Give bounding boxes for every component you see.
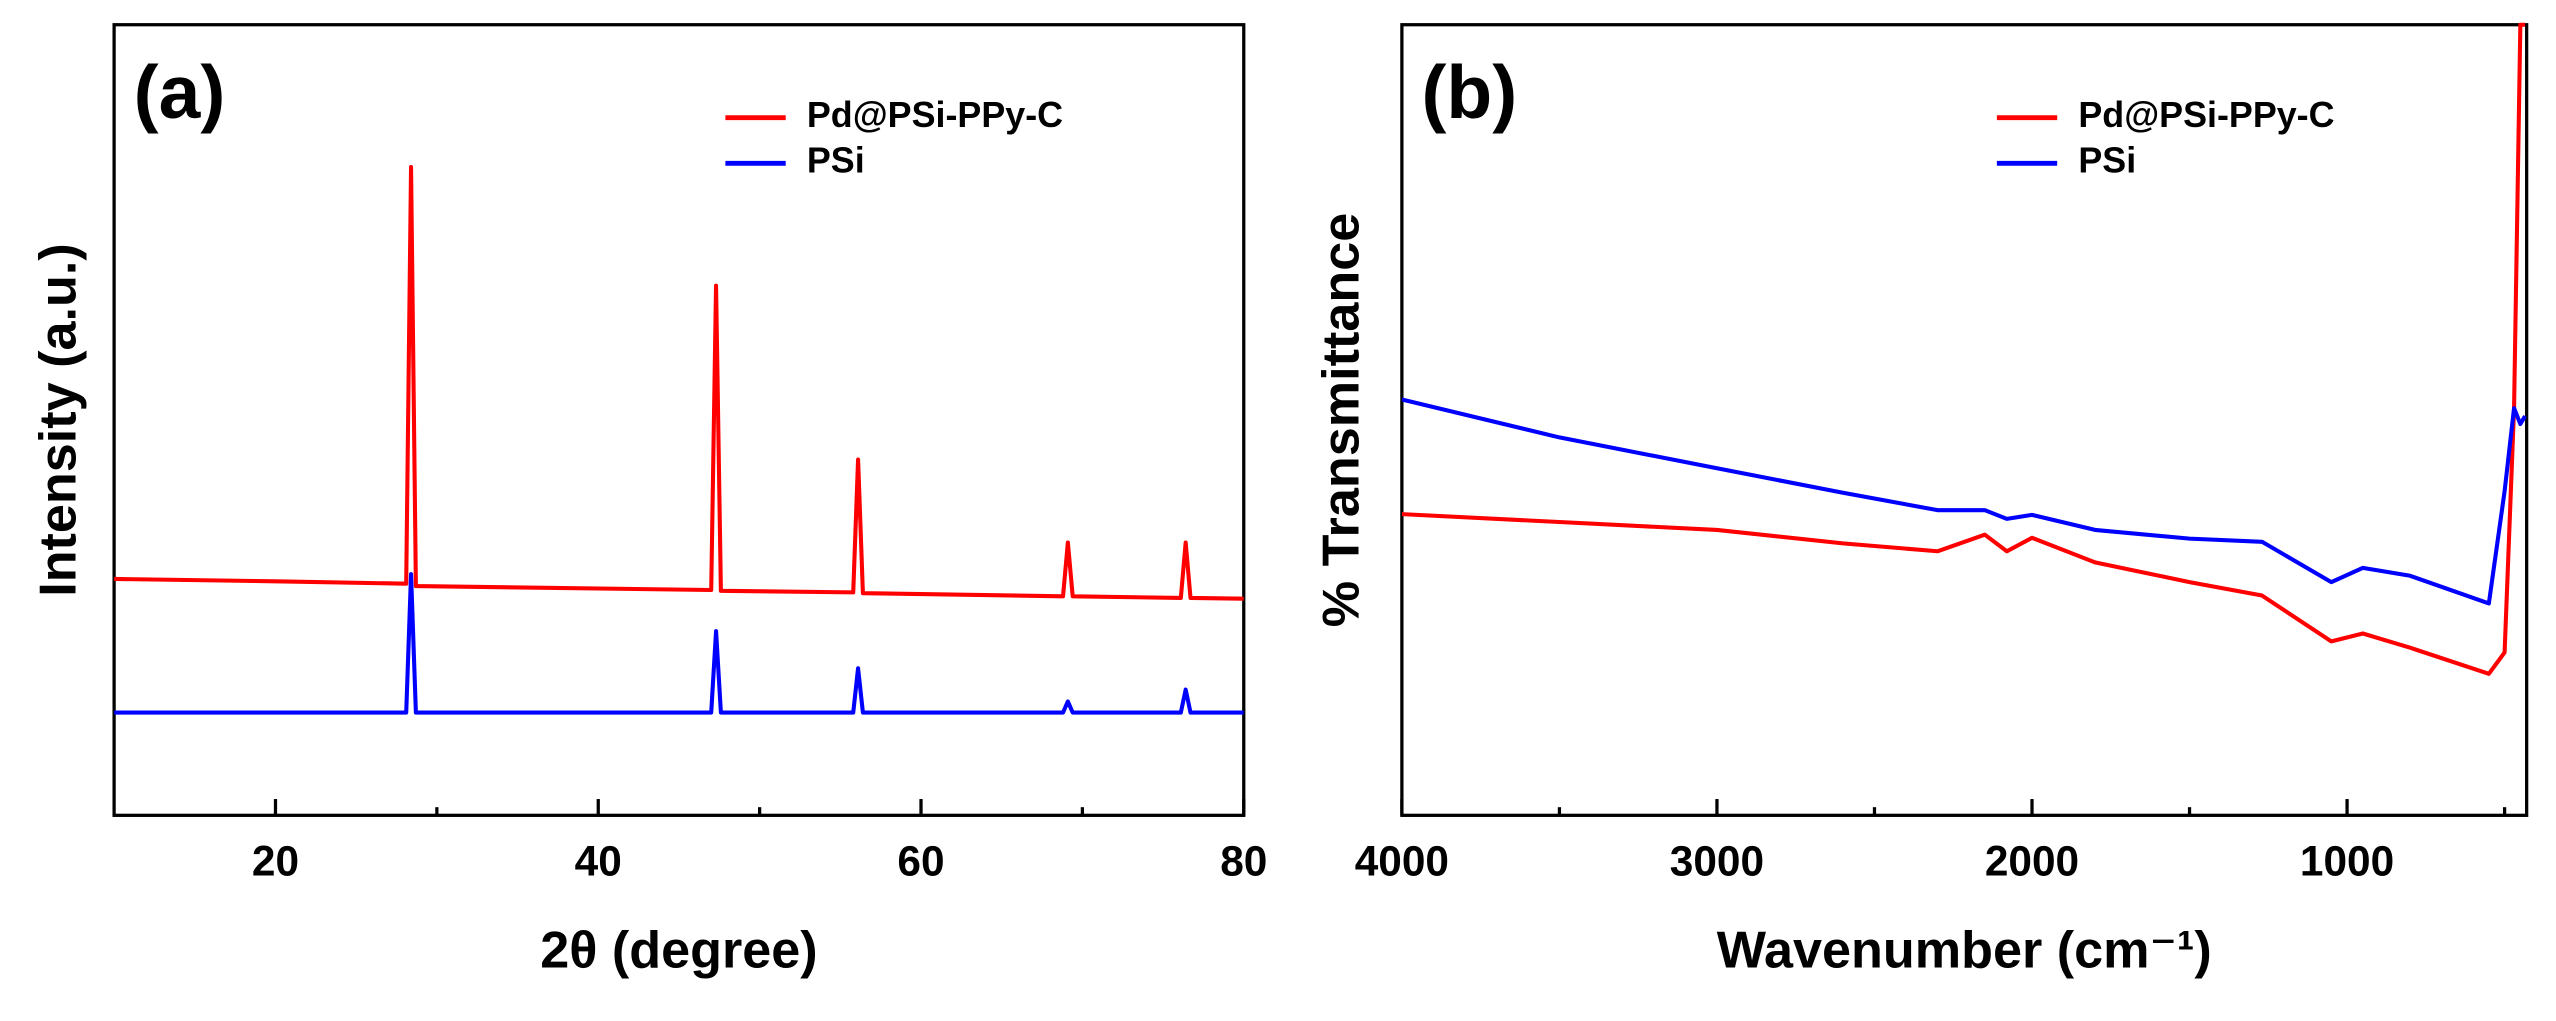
- x-tick-label: 1000: [2300, 837, 2394, 884]
- x-tick-label: 2000: [1985, 837, 2079, 884]
- legend-text: Pd@PSi-PPy-C: [2078, 95, 2334, 135]
- y-axis-label: % Transmittance: [1313, 213, 1371, 628]
- series-line: [1401, 22, 2526, 676]
- series-line: [1401, 397, 2527, 606]
- legend-text: PSi: [2078, 141, 2136, 181]
- panel-label: (a): [134, 50, 226, 134]
- series-line: [114, 572, 1244, 715]
- series-line: [114, 164, 1244, 601]
- legend-text: PSi: [807, 141, 865, 181]
- x-axis-label: Wavenumber (cm⁻¹): [1717, 922, 2212, 980]
- y-axis-label: Intensity (a.u.): [30, 243, 88, 597]
- x-tick-label: 3000: [1670, 837, 1764, 884]
- legend-text: Pd@PSi-PPy-C: [807, 95, 1063, 135]
- panel-label: (b): [1421, 50, 1517, 134]
- x-tick-label: 4000: [1355, 837, 1449, 884]
- x-tick-label: 60: [897, 837, 944, 884]
- x-axis-label: 2θ (degree): [540, 922, 817, 980]
- x-tick-label: 20: [252, 837, 299, 884]
- x-tick-label: 40: [575, 837, 622, 884]
- plot-frame: [112, 23, 1246, 817]
- plot-frame: [1400, 23, 2529, 817]
- x-tick-label: 80: [1220, 837, 1267, 884]
